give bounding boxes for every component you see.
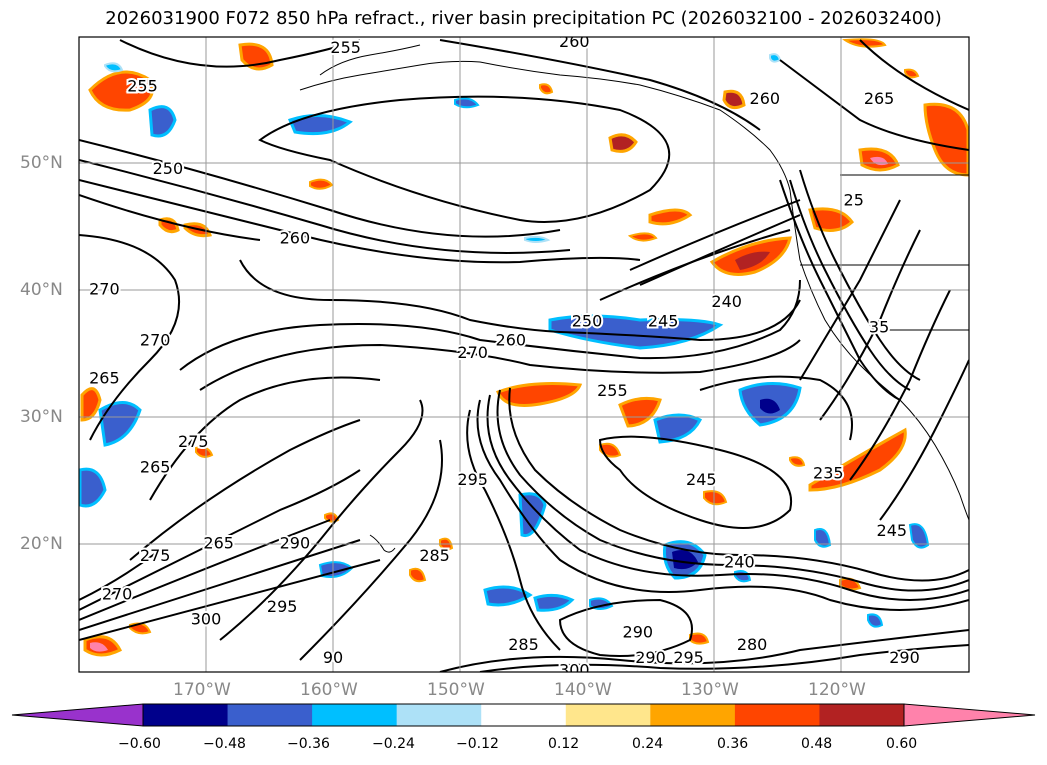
contour-label: 265 bbox=[140, 457, 171, 476]
colorbar-outline bbox=[142, 703, 905, 727]
contour-label: 270 bbox=[140, 330, 171, 349]
lat-label-50n: 50°N bbox=[20, 153, 63, 173]
contour-label: 255 bbox=[597, 381, 628, 400]
lon-label-120w: 120°W bbox=[808, 680, 866, 700]
contour-label: 285 bbox=[419, 546, 450, 565]
contour-label: 290 bbox=[280, 534, 311, 553]
colorbar-low-extension bbox=[11, 703, 144, 727]
lat-label-20n: 20°N bbox=[20, 534, 63, 554]
contour-label: 235 bbox=[813, 464, 844, 483]
colorbar-label: −0.48 bbox=[203, 736, 246, 752]
map-title: 2026031900 F072 850 hPa refract., river … bbox=[105, 8, 942, 29]
contour-label: 270 bbox=[457, 343, 488, 362]
colorbar-label: −0.12 bbox=[456, 736, 499, 752]
contour-label: 295 bbox=[673, 648, 704, 667]
colorbar-label: −0.24 bbox=[372, 736, 415, 752]
colorbar bbox=[11, 703, 1036, 727]
contour-label: 255 bbox=[127, 76, 158, 95]
lat-label-40n: 40°N bbox=[20, 280, 63, 300]
colorbar-segment bbox=[819, 704, 905, 726]
contour-label: 240 bbox=[711, 292, 742, 311]
contour-label: 260 bbox=[280, 229, 311, 248]
lon-label-130w: 130°W bbox=[681, 680, 739, 700]
contour-label: 275 bbox=[178, 432, 209, 451]
contour-label: 245 bbox=[686, 470, 717, 489]
contour-label: 260 bbox=[496, 330, 527, 349]
colorbar-segment bbox=[565, 704, 651, 726]
contour-label: 290 bbox=[889, 648, 920, 667]
contour-label: 265 bbox=[203, 534, 234, 553]
colorbar-high-extension bbox=[903, 703, 1036, 727]
lon-label-150w: 150°W bbox=[427, 680, 485, 700]
colorbar-label: 0.36 bbox=[717, 736, 749, 752]
lon-label-140w: 140°W bbox=[554, 680, 612, 700]
map-frame bbox=[78, 36, 970, 673]
contour-label: 35 bbox=[869, 318, 889, 337]
lon-label-170w: 170°W bbox=[173, 680, 231, 700]
contour-label: 275 bbox=[140, 546, 171, 565]
contour-label: 290 bbox=[623, 622, 654, 641]
contour-label: 90 bbox=[323, 648, 343, 667]
contour-label: 295 bbox=[457, 470, 488, 489]
contour-label: 250 bbox=[572, 311, 603, 330]
coastlines bbox=[299, 44, 969, 553]
contour-label: 295 bbox=[267, 597, 298, 616]
colorbar-label: −0.36 bbox=[287, 736, 330, 752]
contour-label: 250 bbox=[153, 159, 184, 178]
colorbar-segments bbox=[143, 704, 905, 726]
contour-label: 290 bbox=[635, 648, 666, 667]
graticule bbox=[79, 37, 969, 672]
contour-label: 255 bbox=[330, 38, 361, 57]
contour-label: 25 bbox=[844, 191, 864, 210]
contour-label: 240 bbox=[724, 553, 755, 572]
colorbar-segment bbox=[227, 704, 313, 726]
contour-label: 245 bbox=[648, 311, 679, 330]
colorbar-segment bbox=[481, 704, 567, 726]
contour-label: 270 bbox=[102, 584, 133, 603]
contour-label: 300 bbox=[191, 610, 222, 629]
contour-labels: 255 260 255 250 260 260 265 270 270 265 260 270 250 2… bbox=[87, 32, 922, 680]
contour-label: 245 bbox=[877, 521, 908, 540]
map-area bbox=[79, 37, 969, 672]
contour-label: 285 bbox=[508, 635, 539, 654]
contour-label: 260 bbox=[559, 32, 590, 51]
contour-label: 300 bbox=[559, 661, 590, 680]
contour-label: 280 bbox=[737, 635, 768, 654]
colorbar-segment bbox=[650, 704, 736, 726]
colorbar-label: 0.48 bbox=[801, 736, 833, 752]
colorbar-label: 0.60 bbox=[886, 736, 918, 752]
lon-label-160w: 160°W bbox=[300, 680, 358, 700]
refractivity-contours bbox=[79, 39, 969, 672]
lat-label-30n: 30°N bbox=[20, 407, 63, 427]
contour-label: 265 bbox=[89, 368, 120, 387]
colorbar-label: 0.12 bbox=[548, 736, 580, 752]
colorbar-segment bbox=[143, 704, 229, 726]
colorbar-segment bbox=[312, 704, 398, 726]
contour-label: 260 bbox=[750, 89, 781, 108]
contour-label: 265 bbox=[864, 89, 895, 108]
colorbar-label: 0.24 bbox=[632, 736, 664, 752]
precip-anomaly-shading bbox=[79, 38, 969, 657]
contour-label: 270 bbox=[89, 280, 120, 299]
colorbar-segment bbox=[396, 704, 482, 726]
colorbar-segment bbox=[734, 704, 820, 726]
colorbar-label: −0.60 bbox=[118, 736, 161, 752]
